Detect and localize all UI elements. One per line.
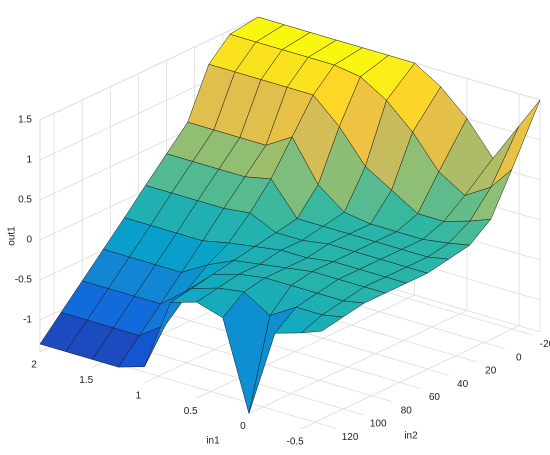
y-tick-label: 80 [401,405,413,416]
y-axis-label: in2 [404,431,418,442]
x-tick-label: 2 [31,360,37,371]
y-tick-label: 100 [370,419,387,430]
y-tick-label: -20 [540,339,550,350]
y-tick-label: 20 [485,366,497,377]
z-tick-label: 1 [26,155,32,166]
y-tick-label: 0 [516,352,522,363]
z-axis-label: out1 [7,226,18,246]
axis-labels: out1 in1 in2 [7,226,418,447]
x-tick-label: 0 [240,421,246,432]
x-tick-label: 1 [136,390,142,401]
z-tick-label: 0 [26,235,32,246]
surface-face [490,99,541,188]
z-tick-label: 0.5 [18,195,32,206]
y-tick-label: 120 [342,432,359,443]
z-tick-label: 1.5 [18,115,32,126]
x-axis-label: in1 [206,436,220,447]
x-tick-label: -0.5 [286,436,304,447]
z-tick-label: -0.5 [15,275,33,286]
x-tick-label: 1.5 [79,375,93,386]
y-tick-label: 60 [429,392,441,403]
surface [39,16,541,414]
z-tick-label: -1 [23,315,32,326]
surface-face [300,314,344,334]
grid-line [300,93,520,430]
y-tick-label: 40 [457,379,469,390]
x-tick-label: 0.5 [184,406,198,417]
